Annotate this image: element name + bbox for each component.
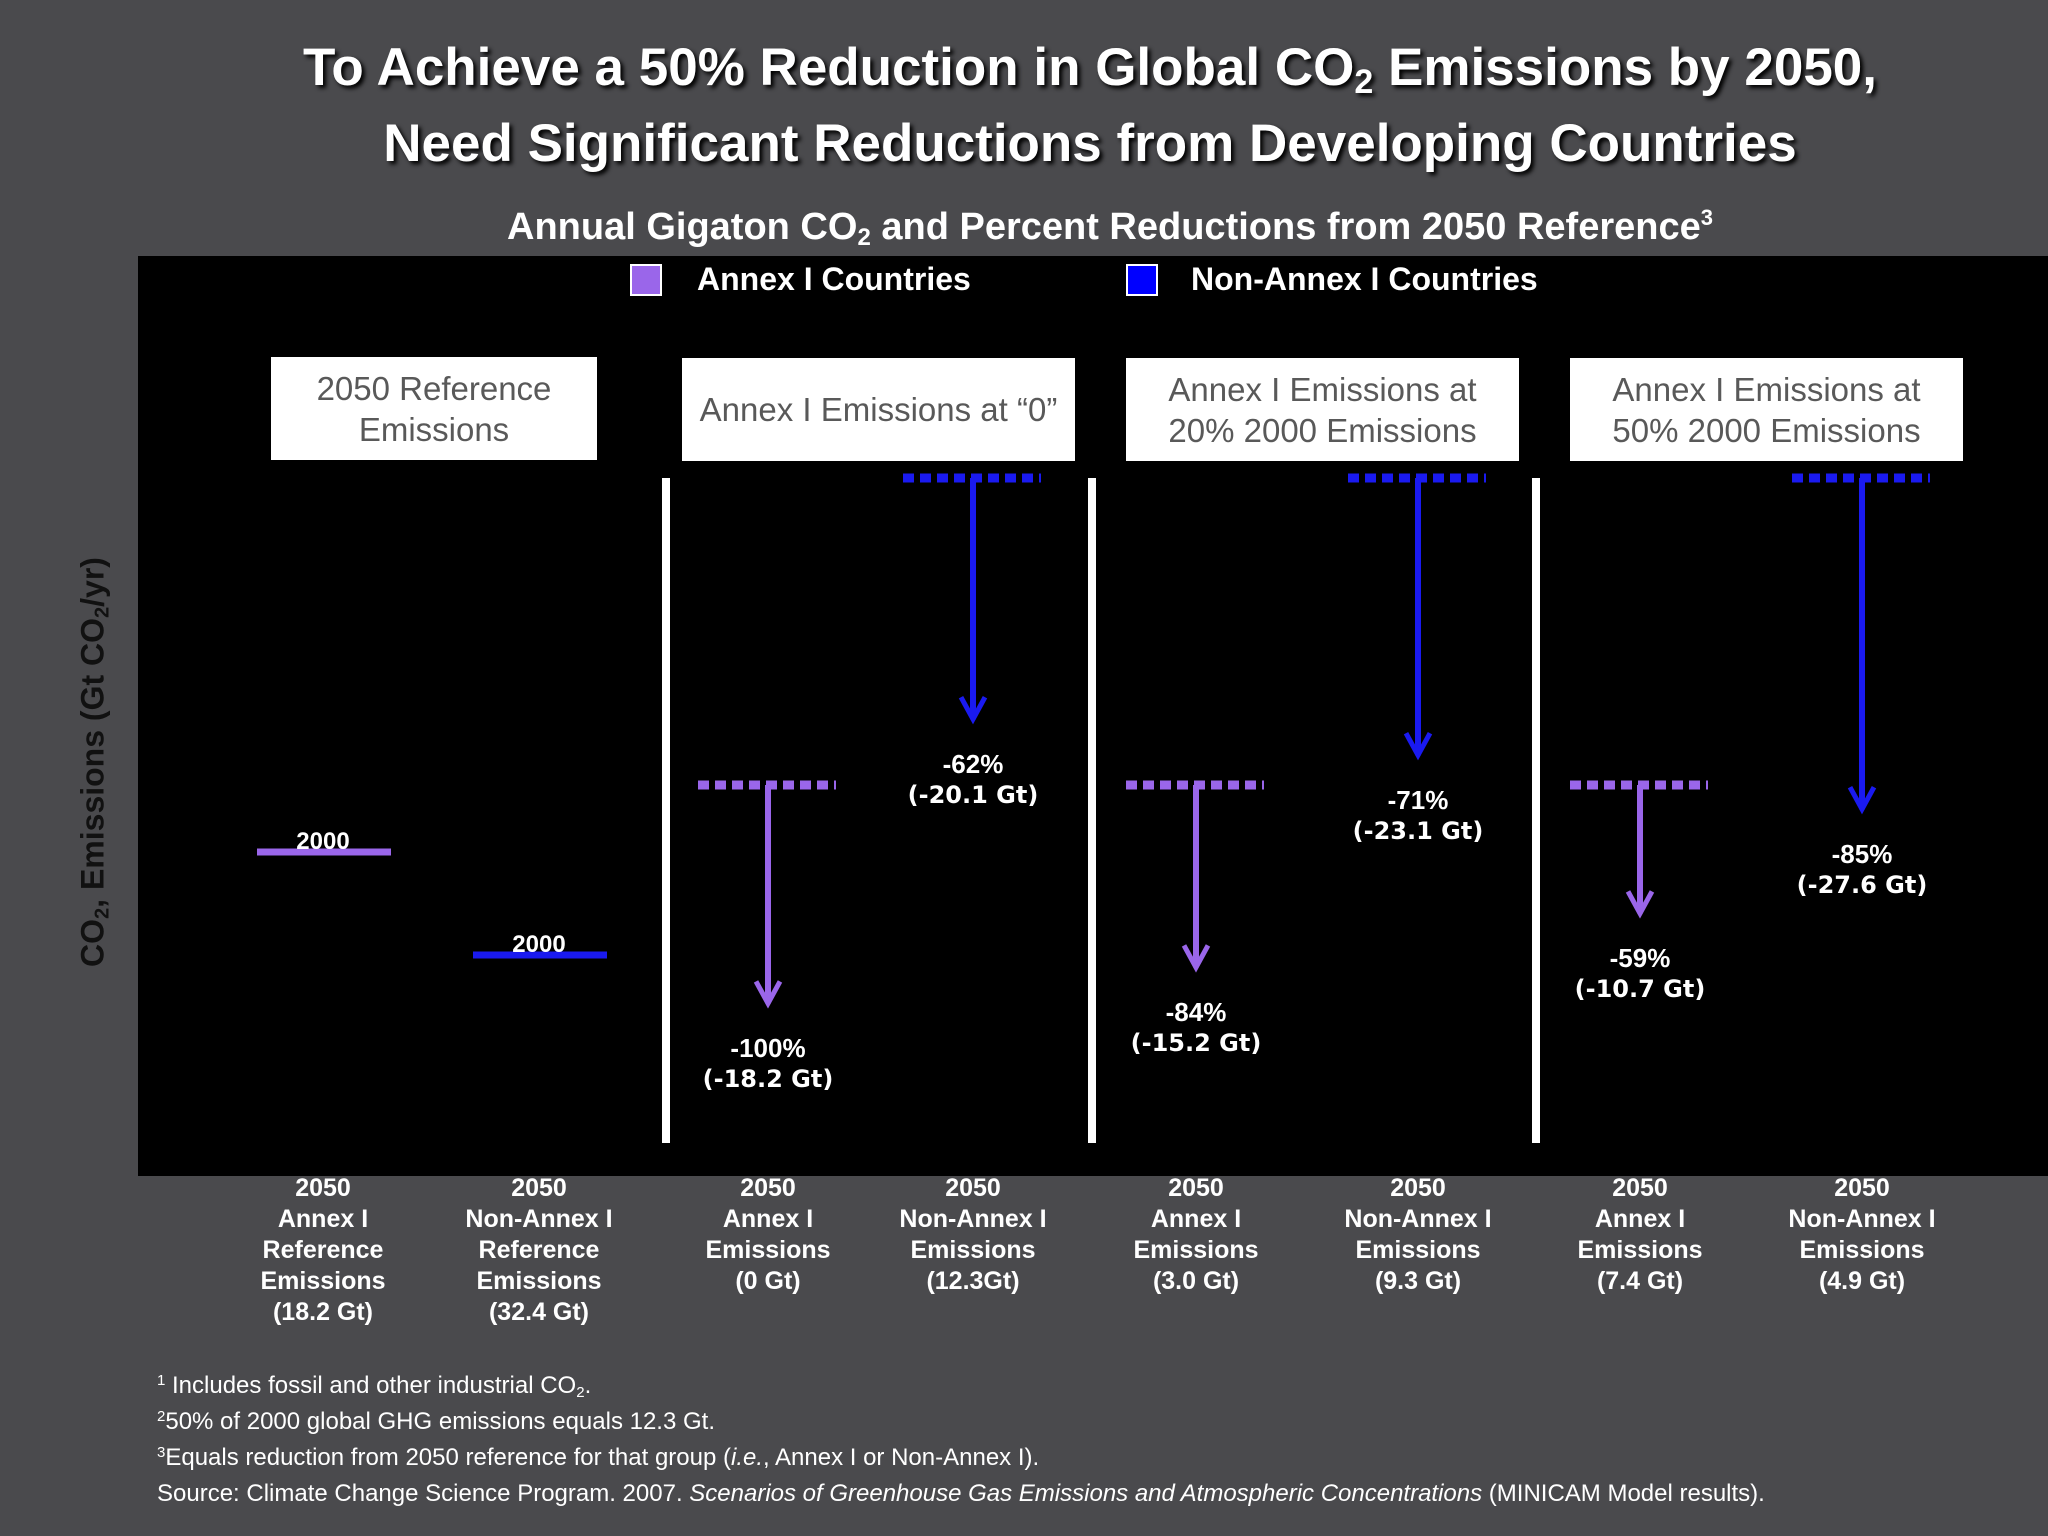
category-label-line: Non-Annex I — [899, 1205, 1047, 1233]
category-label-1: 2050 Non-Annex I Reference Emissions (32.4 G… — [434, 1173, 644, 1328]
panel-divider-1 — [662, 478, 670, 1143]
panel-title-annex-zero: Annex I Emissions at “0” — [682, 358, 1075, 461]
category-label-5: 2050 Non-Annex I Emissions (9.3 Gt) — [1313, 1173, 1523, 1297]
category-label-line: 2050 — [511, 1174, 567, 1202]
category-label-line: Non-Annex I — [1344, 1205, 1492, 1233]
reduction-gigatons: (-10.7 Gt) — [1574, 975, 1706, 1004]
category-label-line: (0 Gt) — [735, 1267, 801, 1295]
reduction-gigatons: (-15.2 Gt) — [1130, 1029, 1262, 1058]
footnote-1: 1 Includes fossil and other industrial C… — [157, 1372, 592, 1401]
category-label-line: 2050 — [1612, 1174, 1668, 1202]
category-label-line: Emissions — [260, 1267, 386, 1295]
category-label-line: Reference — [262, 1236, 384, 1264]
category-label-line: Emissions — [1133, 1236, 1259, 1264]
reduction-label-5: -71% (-23.1 Gt) — [1338, 785, 1498, 847]
marker-2000-label-annex: 2000 — [296, 828, 350, 855]
reduction-label-3: -62% (-20.1 Gt) — [893, 749, 1053, 811]
reduction-percent: -62% — [942, 749, 1004, 780]
reduction-label-2: -100% (-18.2 Gt) — [688, 1033, 848, 1095]
reduction-gigatons: (-27.6 Gt) — [1796, 871, 1928, 900]
title-line-2: Need Significant Reductions from Develop… — [383, 114, 1797, 173]
category-label-line: Emissions — [1799, 1236, 1925, 1264]
category-label-0: 2050 Annex I Reference Emissions (18.2 Gt) — [218, 1173, 428, 1328]
category-label-line: Reference — [478, 1236, 600, 1264]
arrow-head-4 — [1181, 944, 1211, 973]
category-label-line: Emissions — [910, 1236, 1036, 1264]
reduction-label-4: -84% (-15.2 Gt) — [1116, 997, 1276, 1059]
footnote-3: 3Equals reduction from 2050 reference fo… — [157, 1444, 1040, 1471]
legend-label-annex: Annex I Countries — [697, 261, 971, 297]
category-label-line: 2050 — [295, 1174, 351, 1202]
category-label-line: Non-Annex I — [1788, 1205, 1936, 1233]
category-label-line: (7.4 Gt) — [1596, 1267, 1684, 1295]
reduction-gigatons: (-18.2 Gt) — [702, 1065, 834, 1094]
reduction-percent: -100% — [730, 1033, 806, 1064]
panel-title-reference: 2050 Reference Emissions — [271, 357, 597, 460]
category-label-line: Annex I — [722, 1205, 814, 1233]
category-label-3: 2050 Non-Annex I Emissions (12.3Gt) — [868, 1173, 1078, 1297]
category-label-2: 2050 Annex I Emissions (0 Gt) — [663, 1173, 873, 1297]
reduction-percent: -84% — [1165, 997, 1227, 1028]
panel-title-annex-20pct: Annex I Emissions at 20% 2000 Emissions — [1126, 358, 1519, 461]
footnote-2: 250% of 2000 global GHG emissions equals… — [157, 1408, 715, 1435]
chart-title: To Achieve a 50% Reduction in Global CO2… — [190, 30, 1990, 182]
footnotes: 1 Includes fossil and other industrial C… — [157, 1368, 2017, 1512]
chart-subtitle: Annual Gigaton CO2 and Percent Reduction… — [507, 205, 1713, 251]
category-label-line: (9.3 Gt) — [1374, 1267, 1462, 1295]
category-label-line: (3.0 Gt) — [1152, 1267, 1240, 1295]
reduction-percent: -59% — [1609, 943, 1671, 974]
reduction-percent: -71% — [1387, 785, 1449, 816]
reduction-label-7: -85% (-27.6 Gt) — [1782, 839, 1942, 901]
legend-swatch-nonannex — [1126, 264, 1158, 296]
category-label-line: Emissions — [705, 1236, 831, 1264]
category-label-line: 2050 — [1390, 1174, 1446, 1202]
category-label-7: 2050 Non-Annex I Emissions (4.9 Gt) — [1757, 1173, 1967, 1297]
category-label-line: Emissions — [1355, 1236, 1481, 1264]
category-label-line: Annex I — [1594, 1205, 1686, 1233]
reduction-label-6: -59% (-10.7 Gt) — [1560, 943, 1720, 1005]
arrow-head-6 — [1625, 890, 1655, 919]
category-label-line: Non-Annex I — [465, 1205, 613, 1233]
category-label-line: (12.3Gt) — [926, 1267, 1020, 1295]
footnote-source: Source: Climate Change Science Program. … — [157, 1480, 1765, 1507]
category-label-line: Emissions — [476, 1267, 602, 1295]
category-label-line: Annex I — [1150, 1205, 1242, 1233]
arrow-head-7 — [1847, 786, 1877, 815]
category-label-4: 2050 Annex I Emissions (3.0 Gt) — [1091, 1173, 1301, 1297]
marker-2000-label-nonannex: 2000 — [512, 931, 566, 958]
reduction-percent: -85% — [1831, 839, 1893, 870]
category-label-line: 2050 — [1834, 1174, 1890, 1202]
category-label-line: (4.9 Gt) — [1818, 1267, 1906, 1295]
category-label-line: (32.4 Gt) — [488, 1298, 590, 1326]
panel-title-annex-50pct: Annex I Emissions at 50% 2000 Emissions — [1570, 358, 1963, 461]
category-label-line: 2050 — [740, 1174, 796, 1202]
arrow-head-5 — [1403, 732, 1433, 761]
category-label-line: 2050 — [945, 1174, 1001, 1202]
legend-label-nonannex: Non-Annex I Countries — [1191, 261, 1538, 297]
legend-swatch-annex — [630, 264, 662, 296]
panel-divider-3 — [1532, 478, 1540, 1143]
category-label-line: (18.2 Gt) — [272, 1298, 374, 1326]
category-label-line: 2050 — [1168, 1174, 1224, 1202]
panel-divider-2 — [1088, 478, 1096, 1143]
reduction-gigatons: (-20.1 Gt) — [907, 781, 1039, 810]
reduction-gigatons: (-23.1 Gt) — [1352, 817, 1484, 846]
arrow-head-2 — [753, 980, 783, 1009]
title-line-1: To Achieve a 50% Reduction in Global CO2… — [302, 38, 1878, 101]
category-label-line: Annex I — [277, 1205, 369, 1233]
category-label-line: Emissions — [1577, 1236, 1703, 1264]
arrow-head-3 — [958, 696, 988, 725]
category-label-6: 2050 Annex I Emissions (7.4 Gt) — [1535, 1173, 1745, 1297]
